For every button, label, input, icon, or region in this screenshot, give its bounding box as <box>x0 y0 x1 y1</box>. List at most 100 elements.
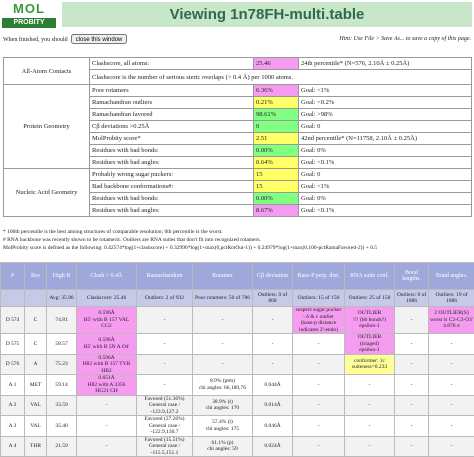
cell: - <box>137 354 193 375</box>
cell: - <box>137 307 193 334</box>
metric-value: 2.51 <box>254 133 299 145</box>
goal: 42nd percentile* (N=11758, 2.10Å ± 0.25Å… <box>299 133 472 145</box>
cell: 74.81 <box>47 307 77 334</box>
footnote: * 100th percentile is the best among str… <box>3 228 471 236</box>
goal: Goal: 0% <box>299 145 472 157</box>
cell: 0.014Å <box>253 395 293 416</box>
section-label: Protein Geometry <box>4 85 90 169</box>
metric: Cβ deviations >0.25Å <box>90 121 254 133</box>
summary-cell: Outliers: 2 of 932 <box>137 290 193 307</box>
summary-cell: Outliers: 0 of 1086 <box>395 290 429 307</box>
cell: 35.40 <box>47 416 77 437</box>
goal: Goal: 0 <box>299 169 472 181</box>
cell: - <box>395 307 429 334</box>
flagged-cell: 0.596Å H5' with B 5N A O4' <box>77 334 137 355</box>
cell: - <box>193 354 253 375</box>
column-header: # <box>1 263 25 290</box>
goal: Goal: >98% <box>299 109 472 121</box>
column-header: Res <box>25 263 47 290</box>
metric: Residues with bad angles: <box>90 157 254 169</box>
summary-cell: Avg: 35.96 <box>47 290 77 307</box>
cell: - <box>293 354 345 375</box>
column-header: Bond lengths. <box>395 263 429 290</box>
metric: Poor rotamers <box>90 85 254 97</box>
cell: - <box>193 307 253 334</box>
footnote: # RNA backbone was recently shown to be … <box>3 236 471 244</box>
metric-value: 0.64% <box>254 157 299 169</box>
cell: - <box>429 334 474 355</box>
summary-cell <box>1 290 25 307</box>
logo-bottom: PROBITY <box>2 18 56 28</box>
metric-value: 8.67% <box>254 205 299 217</box>
cell: - <box>429 354 474 375</box>
cell: 0.024Å <box>253 436 293 457</box>
cell: - <box>293 436 345 457</box>
cell: 57.4% (t) chi angles: 175 <box>193 416 253 437</box>
close-button[interactable]: close this window <box>71 34 128 44</box>
cell: VAL <box>25 416 47 437</box>
cell: D 575 <box>1 334 25 355</box>
cell: 58.57 <box>47 334 77 355</box>
cell: - <box>395 334 429 355</box>
column-header: Ramachandran <box>137 263 193 290</box>
metric-value: 0.00% <box>254 145 299 157</box>
metric: Residues with bad bonds: <box>90 193 254 205</box>
cell: 33.59 <box>47 395 77 416</box>
cell: - <box>429 416 474 437</box>
flagged-cell: 0.651Å H82 with A 3356 HG21 CH <box>77 375 137 396</box>
metric-value: 25.46 <box>254 58 299 70</box>
flagged-cell: OUTLIER (triaged) epsilon-1 <box>345 334 395 355</box>
cell: - <box>77 416 137 437</box>
summary-cell <box>25 290 47 307</box>
cell: Favored (51.36%) General case / -123.9,1… <box>137 395 193 416</box>
cell: - <box>345 436 395 457</box>
cell: 61.1% (p) chi angles: 59 <box>193 436 253 457</box>
cell: - <box>345 375 395 396</box>
cell: - <box>193 334 253 355</box>
cell: - <box>345 416 395 437</box>
goal: Goal: 0 <box>299 121 472 133</box>
cell: A 3 <box>1 416 25 437</box>
logo: MOL PROBITY <box>2 1 56 29</box>
cell: - <box>77 436 137 457</box>
section-label: All-Atom Contacts <box>4 58 90 85</box>
flagged-cell: suspect sugar pucker - δ & ε outlier (ba… <box>293 307 345 334</box>
flagged-cell: 0.596Å H82 with B 157 TYR HB2 <box>77 354 137 375</box>
column-header: Cβ deviation <box>253 263 293 290</box>
cell: A 4 <box>1 436 25 457</box>
cell: 59.14 <box>47 375 77 396</box>
cell: A 1 <box>1 375 25 396</box>
cell: - <box>253 307 293 334</box>
cell: - <box>293 395 345 416</box>
cell: - <box>429 436 474 457</box>
page-body: MOL PROBITY Viewing 1n78FH-multi.table W… <box>0 0 474 443</box>
cell: VAL <box>25 395 47 416</box>
metric-value: 15 <box>254 169 299 181</box>
cell: THR <box>25 436 47 457</box>
section-label: Nucleic Acid Geometry <box>4 169 90 217</box>
cell: D 574 <box>1 307 25 334</box>
cell: A <box>25 354 47 375</box>
flagged-cell: 0.596Å H5' with B 157 VAL CG2 <box>77 307 137 334</box>
cell: 8.9% (ptm) chi angles: 66,180,76 <box>193 375 253 396</box>
metric: Residues with bad bonds: <box>90 145 254 157</box>
summary-cell: Outliers: 0 of 868 <box>253 290 293 307</box>
cell: - <box>395 375 429 396</box>
column-header: Base-P perp. dist. <box>293 263 345 290</box>
metric-value: 15 <box>254 181 299 193</box>
metric: MolProbity score* <box>90 133 254 145</box>
footnotes: * 100th percentile is the best among str… <box>3 228 471 252</box>
goal: Goal: <1% <box>299 85 472 97</box>
footnote: MolProbity score is defined as the follo… <box>3 244 471 252</box>
summary-cell: Outliers: 15 of 150 <box>293 290 345 307</box>
summary-cell: Outliers: 19 of 1086 <box>429 290 474 307</box>
logo-top: MOL <box>2 1 56 16</box>
cell: - <box>395 436 429 457</box>
cell: 0.046Å <box>253 416 293 437</box>
